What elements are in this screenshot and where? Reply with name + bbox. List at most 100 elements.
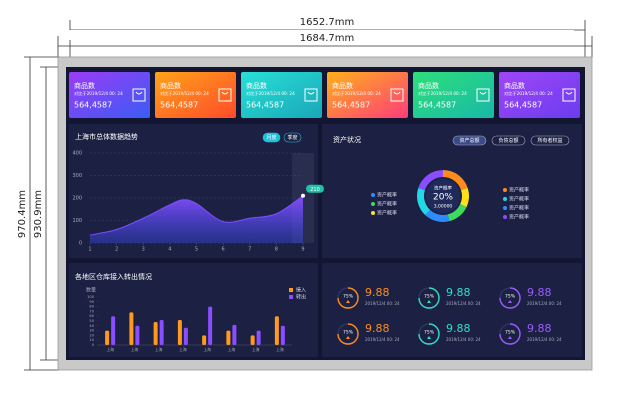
dim-label: 930.9mm [33, 190, 44, 238]
card-value: 564,4587 [504, 101, 542, 110]
x-tick-label: 1 [88, 247, 91, 253]
panel-title: 上海市总体数据趋势 [75, 132, 138, 141]
panel-title: 资产状况 [333, 135, 361, 144]
legend-swatch [371, 202, 375, 206]
gauge-arc [499, 287, 521, 309]
kpi-subtitle: 2019/12/4 00: 24 [527, 301, 562, 306]
kpi-value: 9.88 [446, 322, 471, 335]
card-value: 564,4587 [160, 101, 198, 110]
card-subtitle: 对比于2019/12/4 00: 24 [160, 90, 209, 97]
x-tick-label: 9 [301, 247, 304, 253]
x-tick-label: 4 [168, 247, 171, 253]
bar [183, 327, 188, 345]
toggle-button[interactable] [262, 132, 281, 143]
stat-card [69, 72, 150, 118]
toggle-label: 季度 [287, 134, 297, 141]
x-tick-label: 8 [275, 247, 278, 253]
kpi-subtitle: 2019/12/4 00: 24 [365, 337, 400, 342]
legend-swatch [289, 295, 293, 299]
peak-bubble [306, 184, 324, 193]
panel-title: 各地区仓库接入转出情况 [75, 272, 152, 281]
donut-segment [447, 204, 467, 222]
trend-arrow [346, 336, 350, 339]
y-tick-label: 90 [89, 300, 94, 304]
legend-label: 资产概率 [377, 210, 397, 217]
kpi-subtitle: 2019/12/4 00: 24 [446, 337, 481, 342]
card-subtitle: 对比于2019/12/4 00: 24 [418, 90, 467, 97]
y-tick-label: 70 [89, 309, 94, 313]
y-tick-label: 100 [87, 295, 95, 299]
legend-label: 资产概率 [509, 196, 529, 203]
toggle-label: 月度 [266, 134, 276, 141]
card-title: 商品数 [246, 81, 267, 90]
trend-arrow [508, 300, 512, 303]
y-tick-label: 50 [89, 319, 94, 323]
legend-label: 资产概率 [377, 192, 397, 199]
card-value: 564,4587 [246, 101, 284, 110]
toggle-button[interactable] [283, 132, 302, 143]
gauge-arc [418, 323, 440, 345]
y-tick-label: 0 [79, 241, 82, 247]
y-axis-label: 数量 [86, 287, 96, 294]
kpi-subtitle: 2019/12/4 00: 24 [365, 301, 400, 306]
dim-label: 1652.7mm [300, 17, 354, 28]
card-subtitle: 对比于2019/12/4 00: 24 [74, 90, 123, 97]
dim-label-bg [66, 30, 574, 40]
stat-card [413, 72, 494, 118]
donut-segment [418, 170, 443, 191]
toggle-label: 负债总额 [498, 137, 518, 144]
bag-icon [304, 88, 318, 102]
legend-swatch [503, 215, 507, 219]
x-tick-label: 上海 [203, 347, 211, 352]
toggle-label: 资产总额 [459, 137, 479, 144]
toggle-button[interactable] [452, 135, 487, 146]
x-tick-label: 上海 [131, 347, 139, 352]
x-tick-label: 上海 [155, 347, 163, 352]
donut-segment [460, 187, 469, 208]
toggle-label: 所有者权益 [537, 137, 562, 144]
card-value: 564,4587 [332, 101, 370, 110]
donut-center-value: 20% [433, 193, 453, 203]
x-tick-label: 7 [248, 247, 251, 253]
card-subtitle: 对比于2019/12/4 00: 24 [332, 90, 381, 97]
legend-swatch [503, 197, 507, 201]
bar [256, 330, 261, 345]
donut-segment [425, 209, 450, 222]
legend-label: 转出 [296, 294, 306, 301]
legend-swatch [371, 193, 375, 197]
bar [226, 330, 231, 345]
bar [153, 321, 158, 345]
card-title: 商品数 [332, 81, 353, 90]
kpi-subtitle: 2019/12/4 00: 24 [527, 337, 562, 342]
gauge-label: 75% [424, 294, 435, 300]
bar [280, 325, 285, 345]
legend-label: 资产概率 [377, 201, 397, 208]
x-tick-label: 上海 [228, 347, 236, 352]
bag-icon [562, 88, 576, 102]
y-tick-label: 30 [89, 329, 94, 333]
kpi-subtitle: 2019/12/4 00: 24 [446, 301, 481, 306]
gauge-label: 75% [343, 330, 354, 336]
y-tick-label: 20 [89, 333, 94, 337]
dim-label: 970.4mm [17, 190, 28, 238]
x-tick-label: 上海 [106, 347, 114, 352]
y-tick-label: 40 [89, 324, 94, 328]
legend-label: 资产概率 [509, 214, 529, 221]
card-subtitle: 对比于2019/12/4 00: 24 [246, 90, 295, 97]
bar [202, 335, 207, 345]
bag-icon [218, 88, 232, 102]
gauge-arc [418, 287, 440, 309]
toggle-button[interactable] [530, 135, 570, 146]
legend-label: 资产概率 [509, 187, 529, 194]
stat-card [327, 72, 408, 118]
kpi-value: 9.88 [446, 286, 471, 299]
line [89, 195, 304, 236]
gauge-arc [337, 287, 359, 309]
toggle-button[interactable] [491, 135, 526, 146]
dim-label: 1684.7mm [300, 33, 354, 44]
bar [105, 330, 110, 345]
legend-swatch [371, 211, 375, 215]
gauge-arc [337, 323, 359, 345]
donut-center-title: 资产概率 [434, 185, 452, 192]
